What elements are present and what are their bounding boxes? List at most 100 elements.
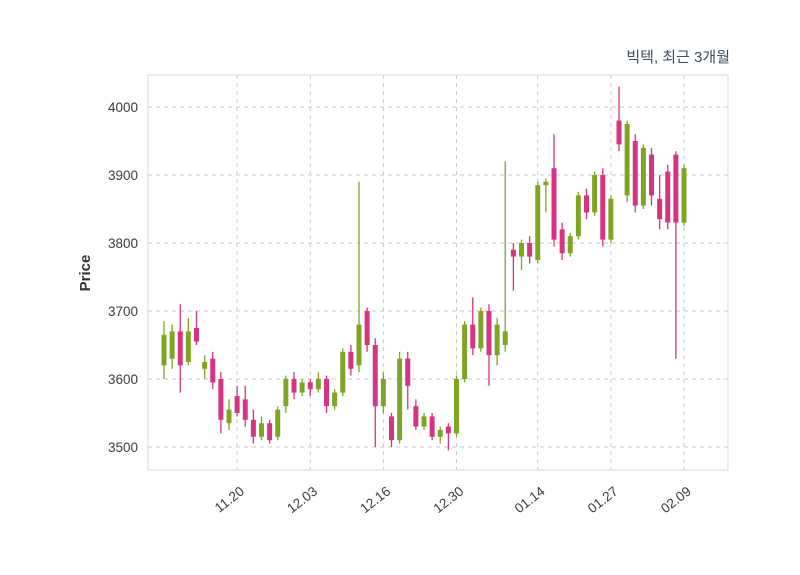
candle-body bbox=[218, 379, 224, 420]
candle-body bbox=[494, 324, 500, 356]
candle bbox=[324, 375, 329, 413]
candle bbox=[340, 348, 346, 396]
plot-border bbox=[147, 74, 729, 471]
candle bbox=[592, 171, 598, 216]
candle bbox=[673, 151, 679, 359]
candle bbox=[242, 385, 248, 427]
chart-title: 빅텍, 최근 3개월 bbox=[626, 49, 730, 66]
y-tick-label: 3900 bbox=[108, 168, 138, 183]
candle-body bbox=[681, 168, 687, 223]
candle bbox=[234, 385, 240, 417]
candle-body bbox=[226, 409, 232, 424]
candle-body bbox=[372, 345, 378, 407]
candle-body bbox=[340, 351, 346, 393]
y-tick-label: 3500 bbox=[108, 440, 138, 455]
candle-body bbox=[405, 358, 411, 386]
candle bbox=[575, 192, 581, 240]
candle-body bbox=[551, 168, 557, 240]
candle bbox=[478, 307, 484, 352]
candle bbox=[226, 399, 232, 430]
candle-body bbox=[169, 331, 175, 359]
candle bbox=[502, 161, 508, 352]
candle-body bbox=[567, 236, 573, 254]
candle-body bbox=[259, 423, 264, 437]
candle-body bbox=[535, 185, 541, 260]
candle-body bbox=[397, 358, 403, 441]
candle bbox=[397, 351, 403, 444]
candle bbox=[608, 195, 614, 243]
candle bbox=[535, 181, 541, 264]
candle-body bbox=[592, 175, 598, 213]
candle-body bbox=[527, 243, 533, 257]
candle bbox=[332, 389, 338, 410]
candle bbox=[567, 232, 573, 257]
candle-body bbox=[640, 147, 646, 206]
candle bbox=[624, 120, 630, 203]
candle-body bbox=[616, 120, 622, 145]
candle bbox=[649, 147, 654, 206]
x-tick-label: 01.27 bbox=[585, 484, 621, 517]
candle-body bbox=[299, 382, 305, 393]
candle bbox=[584, 188, 589, 220]
x-tick-label: 12.03 bbox=[284, 484, 320, 517]
candle bbox=[543, 178, 549, 213]
candle bbox=[600, 168, 606, 247]
candle-body bbox=[356, 324, 362, 366]
candle-body bbox=[519, 243, 524, 257]
candle bbox=[307, 379, 313, 396]
candle-body bbox=[624, 124, 630, 196]
candle bbox=[348, 345, 354, 376]
candle bbox=[681, 164, 687, 226]
candle-body bbox=[429, 416, 435, 437]
candle bbox=[275, 406, 281, 441]
candle-body bbox=[437, 430, 443, 437]
candle-body bbox=[510, 249, 516, 257]
y-axis-ticks: 3500 3600 3700 3800 3900 4000 bbox=[108, 100, 138, 455]
candle-body bbox=[470, 324, 476, 349]
candle-body bbox=[584, 195, 589, 213]
candle bbox=[454, 375, 459, 437]
candle bbox=[372, 338, 378, 447]
x-axis-ticks: 11.20 12.03 12.16 12.30 01.14 01.27 02.09 bbox=[212, 483, 694, 516]
x-tick-label: 12.30 bbox=[430, 484, 466, 517]
candle-body bbox=[185, 331, 191, 362]
candle bbox=[250, 409, 256, 444]
y-axis-label: Price bbox=[77, 255, 94, 292]
candle-body bbox=[543, 181, 549, 186]
candle bbox=[161, 321, 167, 379]
candle-body bbox=[324, 379, 329, 407]
candle bbox=[380, 372, 386, 413]
candle bbox=[445, 423, 451, 451]
candle bbox=[315, 372, 321, 393]
candle-body bbox=[210, 358, 216, 383]
candle bbox=[177, 304, 183, 393]
candle bbox=[389, 413, 394, 447]
candle-body bbox=[283, 379, 289, 407]
candle bbox=[527, 236, 533, 264]
candle-body bbox=[462, 324, 468, 379]
candle-body bbox=[608, 198, 614, 240]
candle-body bbox=[665, 171, 671, 223]
candle-body bbox=[315, 379, 321, 390]
candle bbox=[665, 164, 671, 230]
y-tick-label: 3700 bbox=[108, 304, 138, 319]
candle bbox=[169, 324, 175, 369]
candle-body bbox=[194, 328, 199, 342]
candle bbox=[486, 304, 492, 386]
candle-body bbox=[632, 141, 638, 206]
candle bbox=[194, 311, 199, 345]
candle-body bbox=[600, 175, 606, 240]
candle bbox=[470, 297, 476, 356]
candle-body bbox=[267, 423, 273, 441]
candle bbox=[421, 413, 427, 430]
candle bbox=[510, 243, 516, 291]
candle bbox=[519, 239, 524, 271]
y-tick-label: 4000 bbox=[108, 100, 138, 115]
candle bbox=[267, 419, 273, 444]
candle bbox=[640, 144, 646, 209]
candle-body bbox=[364, 311, 370, 345]
candle-body bbox=[177, 331, 183, 366]
candle-body bbox=[234, 396, 240, 413]
